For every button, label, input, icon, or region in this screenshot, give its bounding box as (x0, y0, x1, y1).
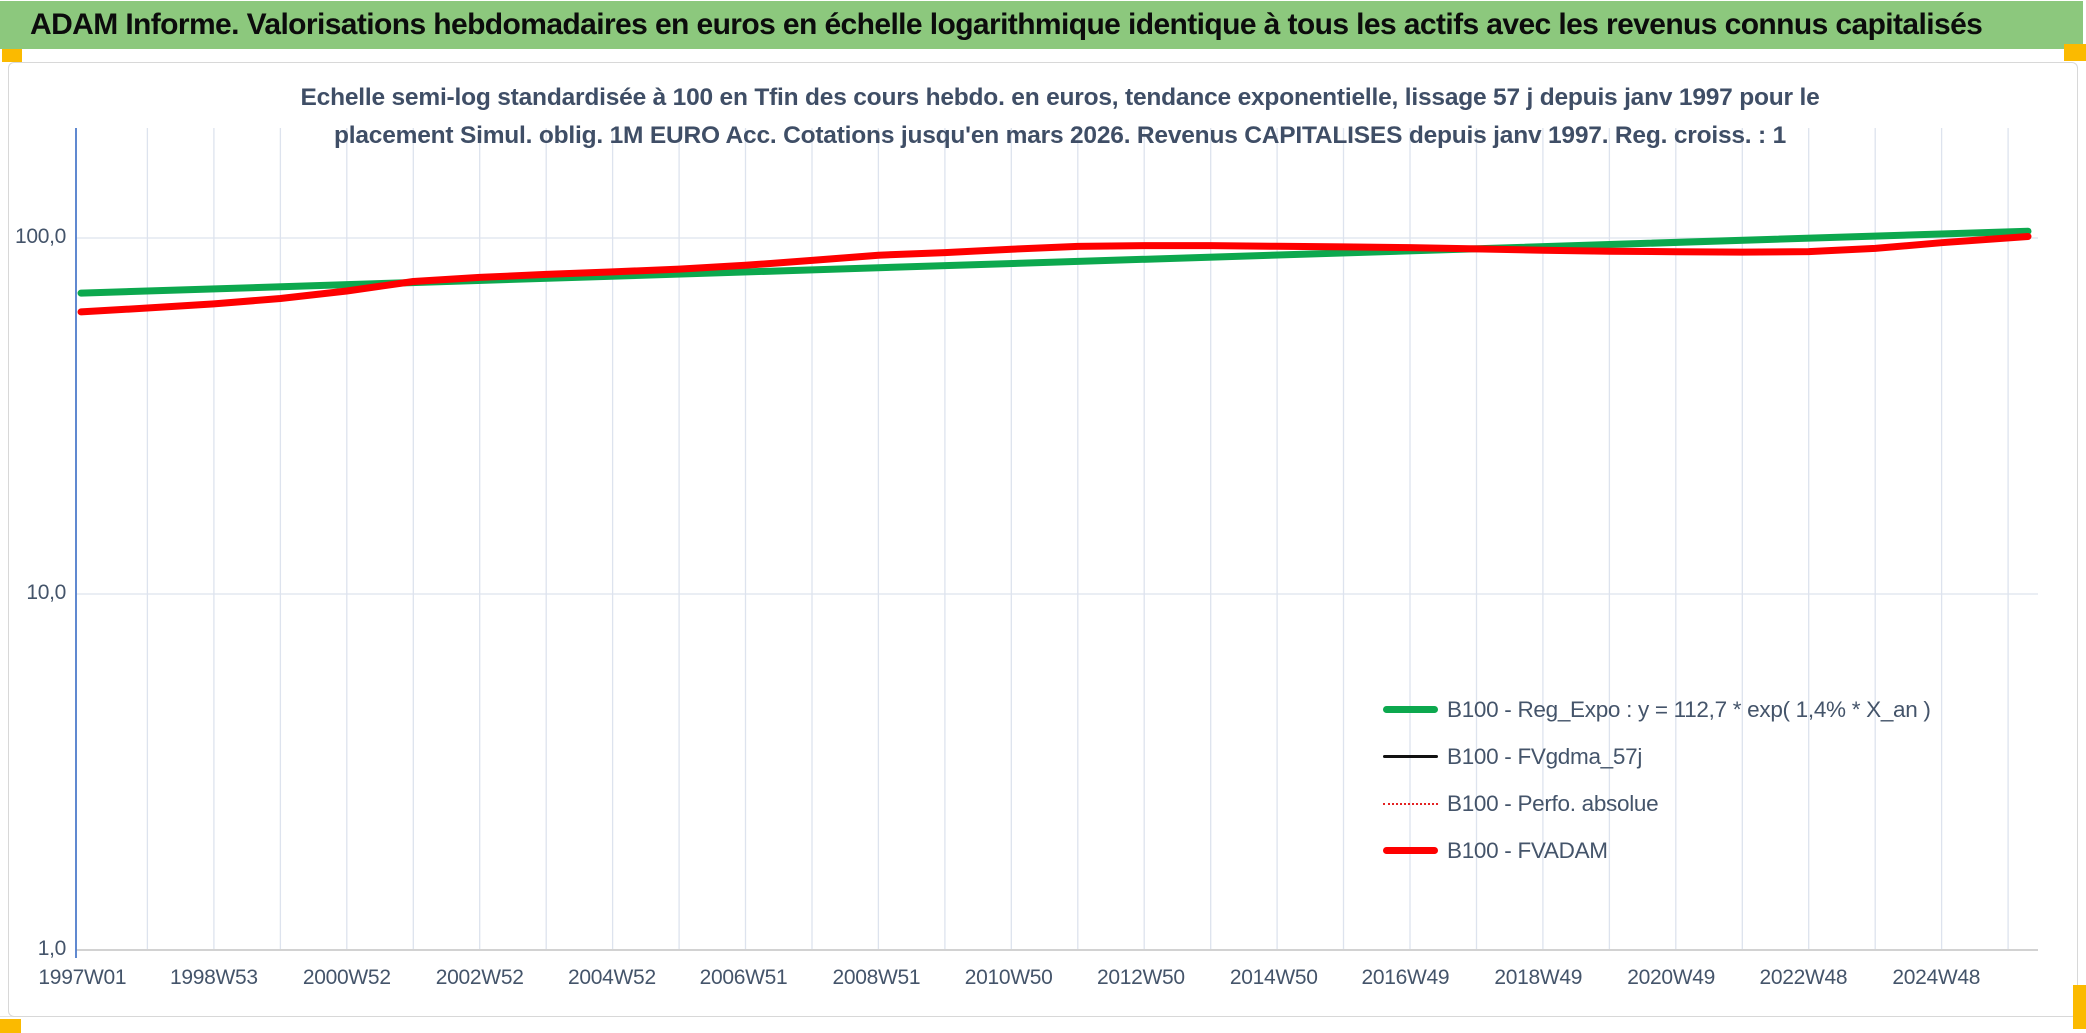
x-tick-label: 2020W49 (1627, 966, 1716, 989)
legend-item: B100 - FVADAM (1383, 827, 1931, 874)
legend-item: B100 - Perfo. absolue (1383, 780, 1931, 827)
x-tick-label: 2022W48 (1759, 966, 1848, 989)
x-tick-label: 1997W01 (38, 966, 127, 989)
chart-title-line1: Echelle semi-log standardisée à 100 en T… (300, 84, 1820, 111)
legend-item: B100 - FVgdma_57j (1383, 733, 1931, 780)
legend-label: B100 - FVADAM (1447, 837, 1608, 863)
x-tick-label: 2002W52 (435, 966, 524, 989)
y-tick-label: 100,0 (14, 225, 66, 248)
x-tick-label: 2024W48 (1892, 966, 1981, 989)
x-gridlines (146, 128, 2009, 950)
x-tick-label: 2016W49 (1361, 966, 1450, 989)
x-tick-label: 2014W50 (1229, 966, 1318, 989)
x-tick-label: 2000W52 (302, 966, 391, 989)
y-gridlines (76, 237, 2038, 595)
accent-bar-bottom-right (2073, 985, 2086, 1029)
legend-label: B100 - Perfo. absolue (1447, 790, 1659, 816)
legend-label: B100 - FVgdma_57j (1447, 743, 1643, 769)
x-tick-label: 1998W53 (169, 966, 258, 989)
chart-object (8, 62, 2078, 1017)
header-bar: ADAM Informe. Valorisations hebdomadaire… (0, 1, 2083, 49)
legend-swatch-solid (1383, 847, 1438, 854)
accent-square-bottom-left (0, 1019, 21, 1033)
legend-item: B100 - Reg_Expo : y = 112,7 * exp( 1,4% … (1383, 686, 1931, 733)
legend-swatch-solid (1383, 706, 1438, 713)
y-tick-label: 10,0 (26, 581, 66, 604)
x-tick-label: 2010W50 (964, 966, 1053, 989)
chart-title: Echelle semi-log standardisée à 100 en T… (200, 79, 1920, 155)
legend-label: B100 - Reg_Expo : y = 112,7 * exp( 1,4% … (1447, 696, 1931, 722)
x-tick-label: 2008W51 (832, 966, 921, 989)
x-tick-label: 2018W49 (1494, 966, 1583, 989)
x-tick-label: 2006W51 (699, 966, 788, 989)
y-tick-label: 1,0 (37, 937, 67, 960)
legend-swatch-solid (1383, 755, 1438, 758)
legend-swatch-dotted (1383, 802, 1438, 805)
x-tick-label: 2004W52 (568, 966, 656, 989)
accent-square-top-left (2, 49, 22, 62)
header-title: ADAM Informe. Valorisations hebdomadaire… (30, 8, 1983, 41)
chart-title-line2: placement Simul. oblig. 1M EURO Acc. Cot… (333, 122, 1787, 149)
legend: B100 - Reg_Expo : y = 112,7 * exp( 1,4% … (1383, 686, 1931, 874)
series-fvadam-line (77, 233, 2032, 316)
x-tick-label: 2012W50 (1096, 966, 1185, 989)
accent-square-top-right (2064, 44, 2086, 61)
